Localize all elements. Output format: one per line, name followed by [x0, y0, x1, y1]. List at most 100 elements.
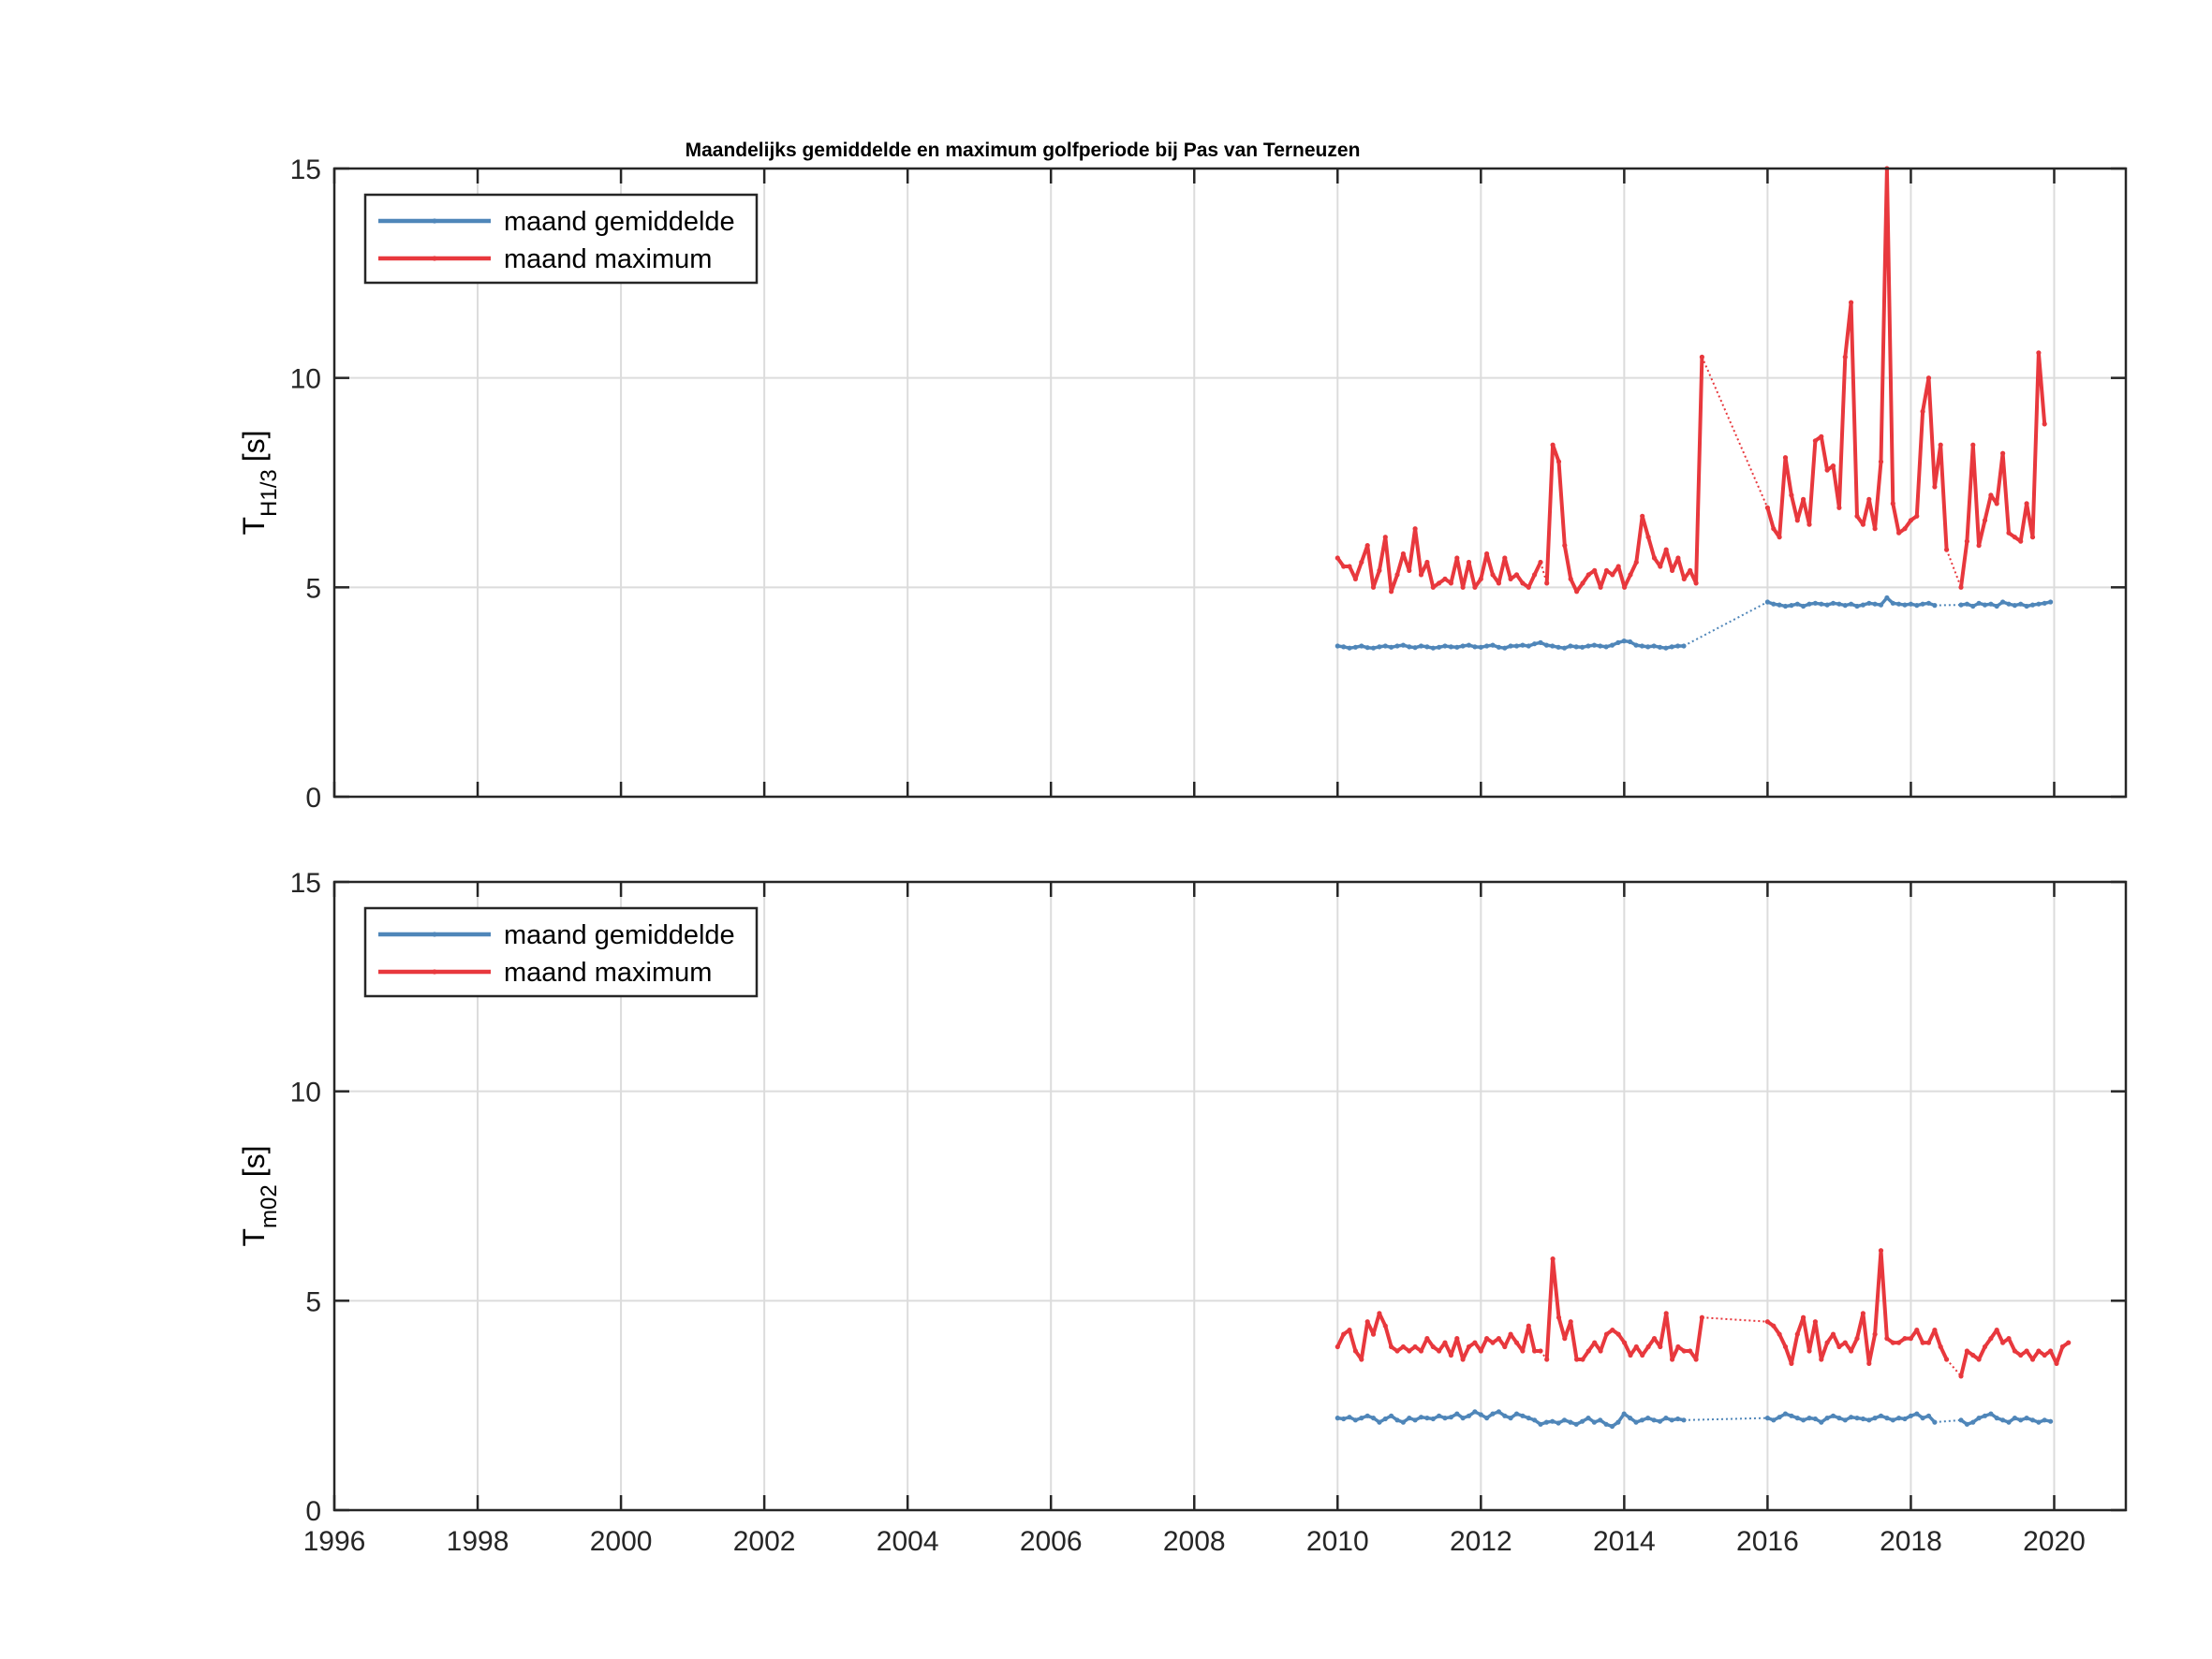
- data-point: [1896, 1340, 1902, 1345]
- data-point: [1442, 1340, 1448, 1345]
- legend-marker: [432, 256, 437, 261]
- data-point: [1562, 1336, 1568, 1342]
- data-point: [1812, 438, 1818, 444]
- data-point: [1359, 1416, 1364, 1421]
- data-point: [1675, 1416, 1681, 1422]
- data-point: [1657, 1418, 1663, 1424]
- data-point: [2048, 1418, 2054, 1424]
- data-point: [1448, 1352, 1453, 1358]
- data-point: [1670, 567, 1675, 574]
- data-point: [2012, 1348, 2017, 1354]
- data-point: [1777, 535, 1782, 540]
- data-point: [1341, 564, 1347, 569]
- y-tick-label: 10: [290, 1078, 321, 1108]
- data-point: [1836, 505, 1842, 510]
- data-point: [1890, 600, 1895, 606]
- data-point: [1412, 526, 1418, 532]
- legend-marker: [432, 969, 437, 975]
- data-point: [1896, 530, 1902, 536]
- data-point: [1675, 1343, 1681, 1350]
- data-point: [2000, 450, 2006, 456]
- data-point: [1352, 1348, 1358, 1354]
- data-point: [1544, 1357, 1550, 1362]
- data-point: [1920, 601, 1925, 607]
- data-point: [1490, 1411, 1496, 1417]
- data-point: [1771, 1417, 1777, 1423]
- data-point: [1621, 639, 1627, 644]
- data-point: [1526, 643, 1531, 649]
- data-point: [1842, 1417, 1848, 1423]
- data-point: [1628, 639, 1633, 645]
- data-point: [1854, 513, 1860, 519]
- data-point: [1914, 1328, 1920, 1333]
- data-point: [1437, 644, 1442, 650]
- data-point: [1370, 1416, 1377, 1421]
- data-point: [1789, 1360, 1794, 1366]
- gap-connector: [1540, 1350, 1548, 1360]
- data-point: [1994, 603, 1999, 609]
- data-point: [1400, 642, 1406, 648]
- data-point: [1496, 1409, 1501, 1415]
- data-point: [1550, 1256, 1556, 1262]
- data-point: [1448, 644, 1453, 650]
- data-point: [1789, 1413, 1794, 1418]
- data-point: [1585, 1348, 1591, 1354]
- series-line: [1959, 1412, 2051, 1427]
- data-point: [2036, 350, 2042, 356]
- data-point: [1854, 1416, 1860, 1421]
- data-point: [1925, 375, 1932, 381]
- data-point: [2048, 599, 2054, 605]
- data-point: [1370, 645, 1377, 651]
- data-point: [1964, 1421, 1969, 1427]
- chart-title: Maandelijks gemiddelde en maximum golfpe…: [686, 139, 1361, 161]
- data-point: [1628, 1416, 1633, 1421]
- data-point: [1341, 1331, 1347, 1337]
- data-point: [1484, 643, 1490, 649]
- data-point: [1580, 1418, 1585, 1424]
- x-tick-label: 2018: [1880, 1526, 1942, 1557]
- data-point: [1370, 584, 1377, 590]
- data-point: [1794, 1416, 1800, 1421]
- data-point: [1866, 600, 1872, 606]
- data-point: [1622, 584, 1628, 590]
- data-point: [1472, 644, 1478, 650]
- data-point: [1925, 600, 1932, 606]
- data-point: [1550, 1418, 1556, 1424]
- data-point: [1335, 1343, 1340, 1350]
- data-point: [2036, 1348, 2042, 1354]
- data-point: [1890, 1417, 1895, 1423]
- data-point: [1389, 1413, 1394, 1418]
- data-point: [1478, 576, 1483, 582]
- data-point: [1688, 567, 1693, 574]
- data-point: [2012, 535, 2017, 540]
- y-axis-label-main: T: [237, 1228, 271, 1247]
- data-point: [1878, 459, 1884, 464]
- data-point: [2024, 603, 2029, 609]
- data-point: [1580, 580, 1585, 586]
- data-point: [1610, 572, 1615, 578]
- data-point: [1970, 603, 1976, 609]
- data-point: [1615, 1331, 1621, 1337]
- data-point: [2029, 1417, 2036, 1423]
- data-point: [1364, 1319, 1370, 1325]
- data-point: [1609, 1423, 1615, 1430]
- data-point: [1645, 644, 1651, 650]
- data-point: [1490, 572, 1496, 578]
- data-point: [1994, 1416, 1999, 1421]
- data-point: [1849, 601, 1854, 607]
- x-tick-label: 2002: [733, 1526, 796, 1557]
- data-point: [1556, 1420, 1561, 1426]
- data-point: [1782, 1411, 1789, 1417]
- data-point: [1335, 555, 1340, 561]
- data-point: [1764, 1416, 1770, 1421]
- data-point: [1520, 642, 1526, 648]
- data-point: [1801, 1417, 1806, 1423]
- data-point: [1394, 1417, 1400, 1423]
- data-point: [1418, 643, 1424, 649]
- data-point: [1794, 601, 1800, 607]
- data-point: [1478, 1348, 1483, 1354]
- data-point: [2000, 1417, 2006, 1423]
- data-point: [1359, 1357, 1364, 1362]
- data-point: [1806, 1416, 1812, 1421]
- data-point: [1585, 643, 1591, 649]
